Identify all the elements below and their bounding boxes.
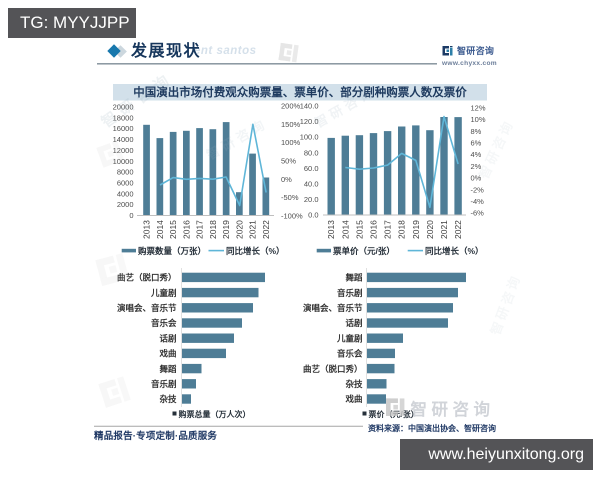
svg-text:音乐会: 音乐会 <box>151 318 177 328</box>
svg-text:戏曲: 戏曲 <box>158 349 176 359</box>
svg-text:8000: 8000 <box>117 168 134 177</box>
svg-text:杂技: 杂技 <box>345 379 363 389</box>
svg-text:演唱会、音乐节: 演唱会、音乐节 <box>303 303 363 313</box>
svg-text:票单价（元/张）: 票单价（元/张） <box>332 246 395 256</box>
svg-text:40.0: 40.0 <box>304 180 319 189</box>
svg-text:2022: 2022 <box>261 220 271 239</box>
svg-text:话剧: 话剧 <box>159 333 176 343</box>
svg-text:-2%: -2% <box>471 185 485 194</box>
svg-text:2021: 2021 <box>248 220 258 239</box>
svg-text:12%: 12% <box>471 103 486 112</box>
svg-text:-50%: -50% <box>281 193 299 202</box>
svg-text:舞蹈: 舞蹈 <box>344 273 363 283</box>
svg-text:音乐剧: 音乐剧 <box>337 288 363 298</box>
svg-text:0: 0 <box>129 211 133 220</box>
svg-text:18000: 18000 <box>113 113 134 122</box>
svg-text:10000: 10000 <box>113 157 134 166</box>
svg-text:儿童剧: 儿童剧 <box>336 333 363 343</box>
svg-text:2017: 2017 <box>195 220 205 239</box>
svg-text:100%: 100% <box>281 138 301 147</box>
svg-text:-4%: -4% <box>471 197 485 206</box>
svg-text:60.0: 60.0 <box>304 164 319 173</box>
svg-text:发展现状: 发展现状 <box>130 41 201 60</box>
svg-text:2019: 2019 <box>221 220 231 239</box>
svg-text:50%: 50% <box>281 157 296 166</box>
svg-text:0.0: 0.0 <box>308 211 318 220</box>
svg-text:2%: 2% <box>471 162 482 171</box>
svg-text:80.0: 80.0 <box>304 148 319 157</box>
svg-text:智研咨询: 智研咨询 <box>411 399 495 419</box>
svg-text:0%: 0% <box>281 175 292 184</box>
svg-text:2022: 2022 <box>453 220 463 239</box>
svg-text:140.0: 140.0 <box>300 102 319 111</box>
svg-text:4000: 4000 <box>117 189 134 198</box>
svg-text:2016: 2016 <box>181 220 191 239</box>
svg-text:8%: 8% <box>471 127 482 136</box>
svg-text:-6%: -6% <box>471 209 485 218</box>
svg-text:www.chyxx.com: www.chyxx.com <box>441 60 497 67</box>
svg-text:2020: 2020 <box>425 220 435 239</box>
svg-text:2013: 2013 <box>142 220 152 239</box>
svg-text:话剧: 话剧 <box>345 318 362 328</box>
svg-text:2021: 2021 <box>439 220 449 239</box>
svg-text:2019: 2019 <box>411 220 421 239</box>
svg-text:音乐会: 音乐会 <box>337 349 363 359</box>
svg-text:-100%: -100% <box>281 212 303 221</box>
svg-text:2016: 2016 <box>369 220 379 239</box>
svg-text:曲艺（脱口秀）: 曲艺（脱口秀） <box>117 273 177 283</box>
svg-text:14000: 14000 <box>113 135 134 144</box>
svg-text:精品报告·专项定制·品质服务: 精品报告·专项定制·品质服务 <box>94 430 217 442</box>
svg-text:2018: 2018 <box>397 220 407 239</box>
svg-text:同比增长（%）: 同比增长（%） <box>226 246 285 256</box>
svg-text:2020: 2020 <box>234 220 244 239</box>
svg-text:2018: 2018 <box>208 220 218 239</box>
svg-text:16000: 16000 <box>113 124 134 133</box>
svg-text:2015: 2015 <box>168 220 178 239</box>
svg-text:购票总量（万人次）: 购票总量（万人次） <box>179 409 251 419</box>
svg-text:2000: 2000 <box>117 200 134 209</box>
svg-text:曲艺（脱口秀）: 曲艺（脱口秀） <box>303 364 363 374</box>
svg-text:购票数量（万张）: 购票数量（万张） <box>137 246 206 256</box>
svg-text:音乐剧: 音乐剧 <box>151 379 177 389</box>
svg-text:120.0: 120.0 <box>300 117 319 126</box>
svg-text:资料来源：中国演出协会、智研咨询: 资料来源：中国演出协会、智研咨询 <box>368 423 496 433</box>
svg-text:智研咨询: 智研咨询 <box>457 45 494 56</box>
svg-text:演唱会、音乐节: 演唱会、音乐节 <box>117 303 177 313</box>
svg-text:10%: 10% <box>471 115 486 124</box>
svg-text:6000: 6000 <box>117 179 134 188</box>
svg-text:6%: 6% <box>471 139 482 148</box>
svg-text:杂技: 杂技 <box>159 394 177 404</box>
svg-text:150%: 150% <box>281 120 301 129</box>
svg-text:2013: 2013 <box>326 220 336 239</box>
svg-text:20.0: 20.0 <box>304 195 319 204</box>
svg-text:戏曲: 戏曲 <box>344 394 362 404</box>
svg-text:2014: 2014 <box>340 220 350 239</box>
svg-text:100.0: 100.0 <box>300 133 319 142</box>
svg-text:12000: 12000 <box>113 146 134 155</box>
svg-text:儿童剧: 儿童剧 <box>150 288 177 298</box>
svg-text:中国演出市场付费观众购票量、票单价、部分剧种购票人数及票价: 中国演出市场付费观众购票量、票单价、部分剧种购票人数及票价 <box>133 85 467 99</box>
svg-text:4%: 4% <box>471 150 482 159</box>
svg-text:智研咨询: 智研咨询 <box>488 272 524 337</box>
svg-text:200%: 200% <box>281 102 301 111</box>
svg-text:同比增长（%）: 同比增长（%） <box>425 246 484 256</box>
svg-text:20000: 20000 <box>113 103 134 112</box>
svg-text:舞蹈: 舞蹈 <box>158 364 177 374</box>
svg-text:智研咨询: 智研咨询 <box>476 117 517 181</box>
svg-text:2017: 2017 <box>383 220 393 239</box>
svg-text:2014: 2014 <box>155 220 165 239</box>
svg-text:2015: 2015 <box>354 220 364 239</box>
svg-text:0%: 0% <box>471 174 482 183</box>
